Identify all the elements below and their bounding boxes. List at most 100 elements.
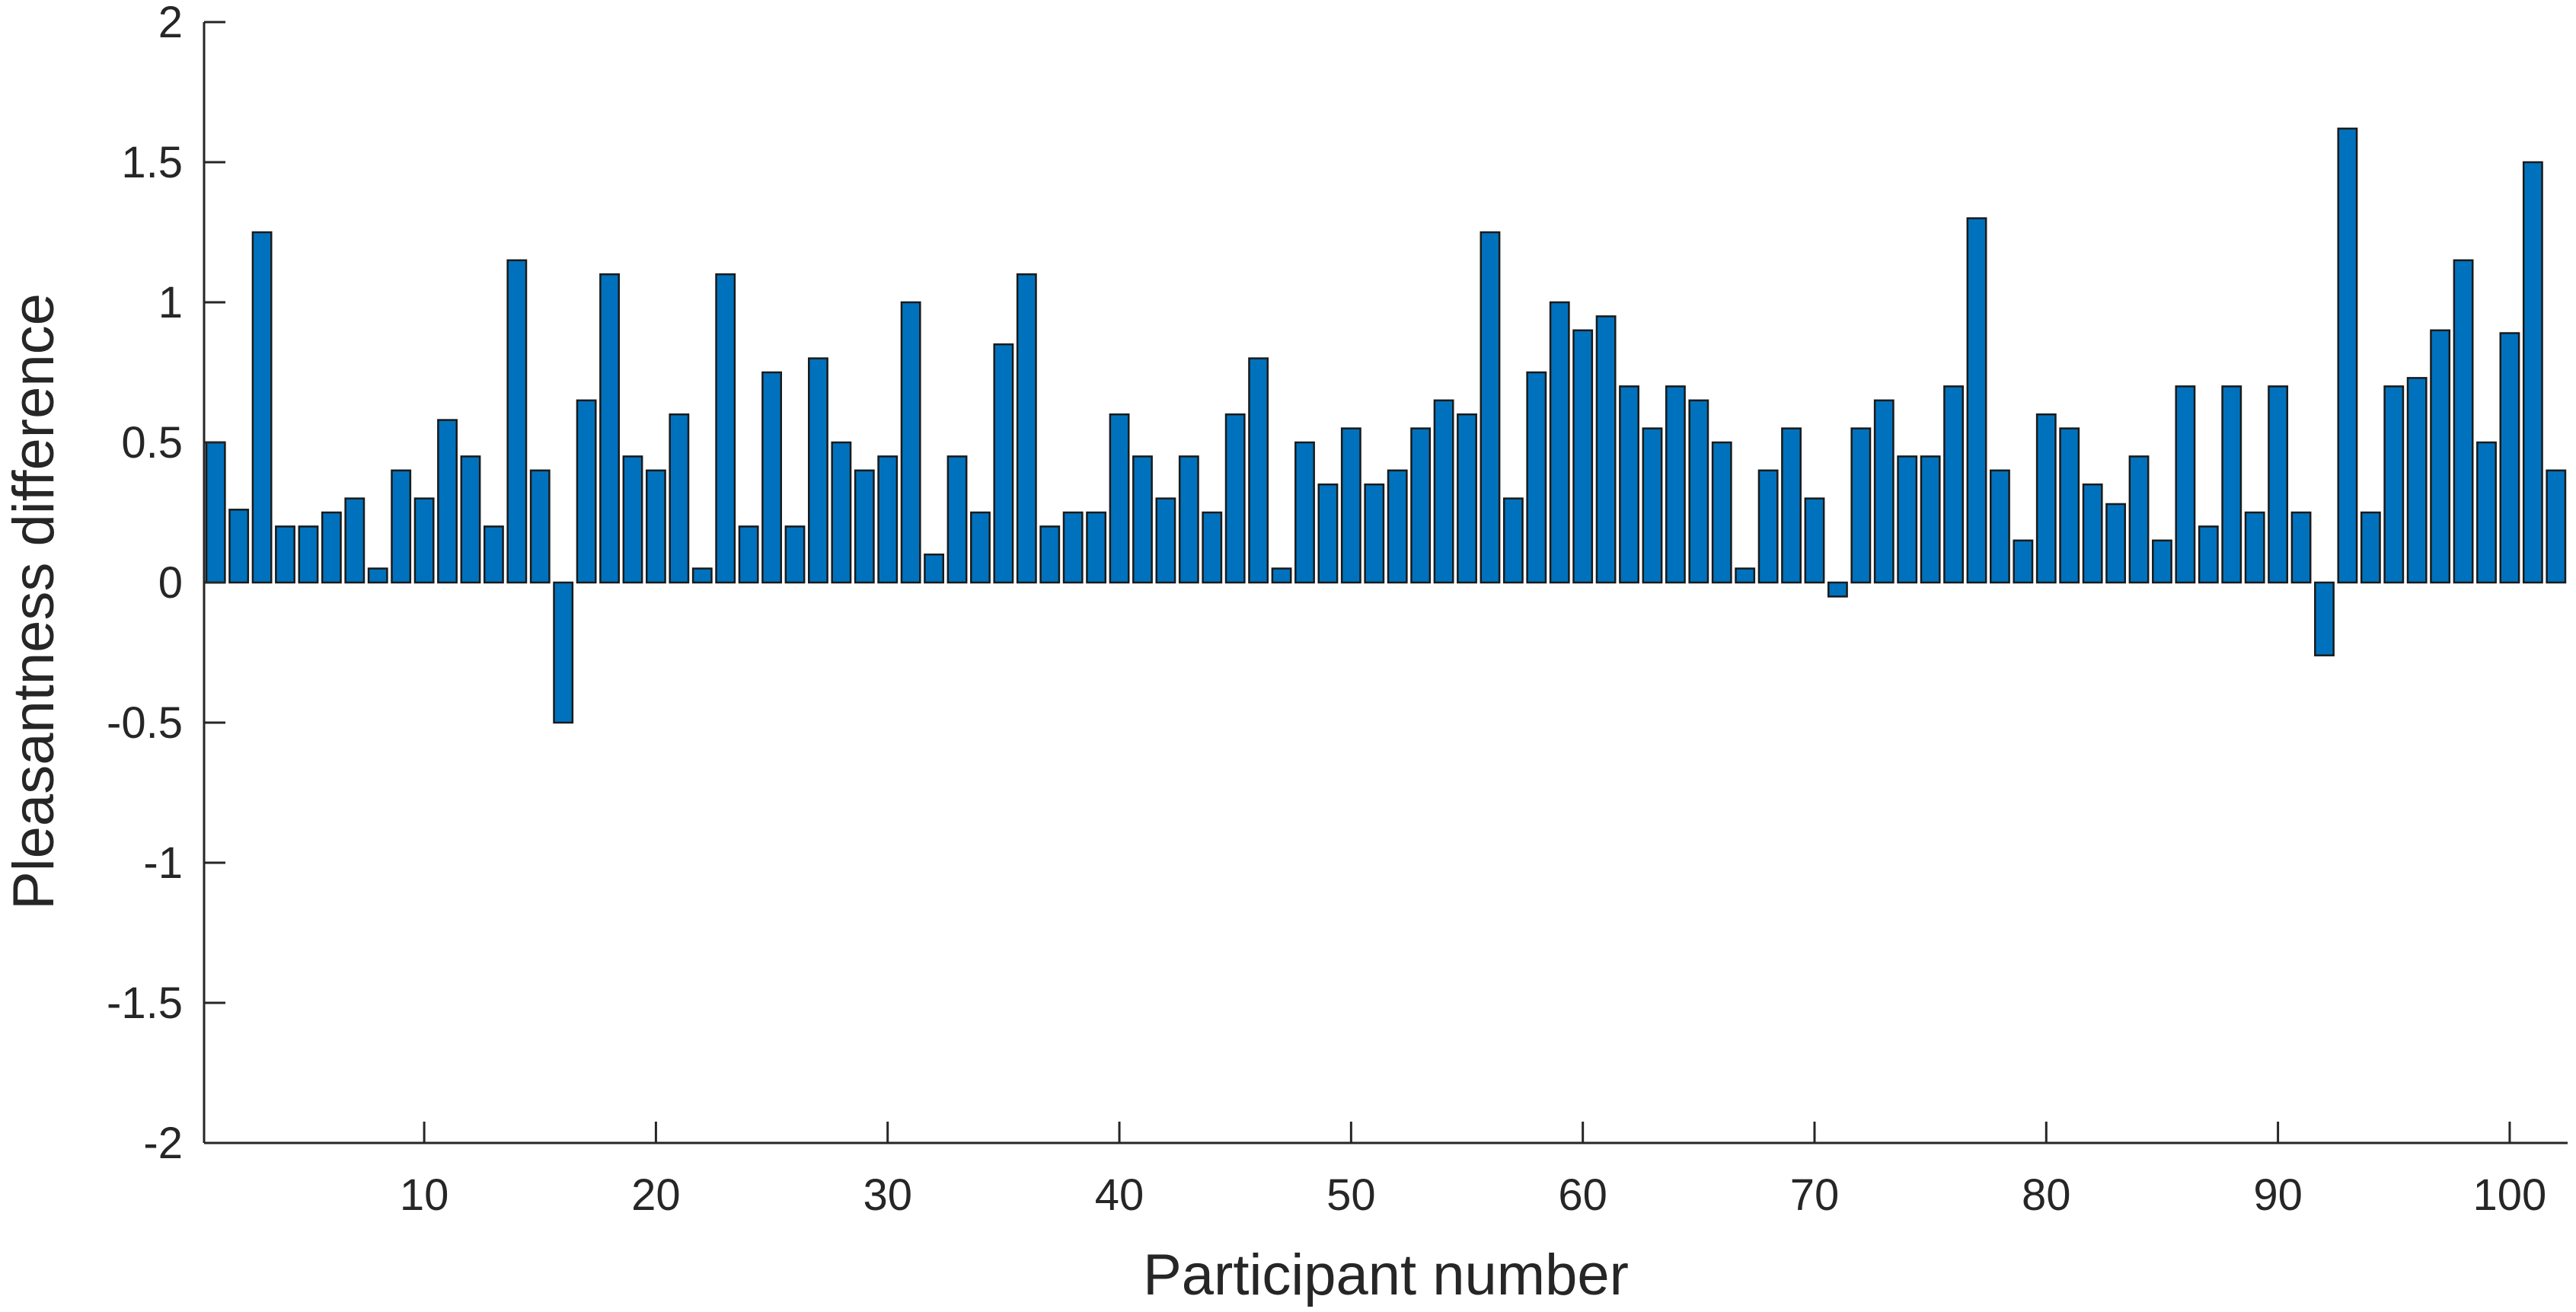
bar-participant-19 [622,455,643,584]
bar-participant-71 [1827,581,1848,598]
bar-participant-41 [1132,455,1153,584]
bar-participant-89 [2244,511,2265,584]
bar-participant-98 [2453,259,2474,584]
bar-participant-13 [483,525,504,584]
bar-participant-80 [2035,413,2057,584]
bar-participant-46 [1248,357,1269,584]
bar-participant-23 [715,273,736,584]
bar-participant-47 [1271,567,1292,584]
x-tick-label: 70 [1790,1170,1840,1220]
y-tick-label: 2 [158,0,183,47]
bar-participant-76 [1943,385,1964,584]
bar-participant-79 [2013,539,2034,584]
bar-participant-96 [2406,377,2428,584]
bar-participant-61 [1595,315,1617,584]
bar-participant-37 [1039,525,1061,584]
bar-participant-90 [2268,385,2289,584]
y-axis-title: Pleasantness difference [2,293,66,910]
bar-participant-6 [321,511,342,584]
y-tick-label: 0 [158,558,183,608]
bar-participant-31 [900,301,921,584]
bar-participant-55 [1457,413,1477,584]
bar-participant-68 [1757,469,1779,584]
bar-participant-62 [1619,385,1639,584]
bar-participant-10 [413,497,435,584]
bar-participant-52 [1387,469,1408,584]
bar-participant-77 [1966,217,1987,584]
bar-participant-34 [970,511,991,584]
y-tick-label: -1 [143,838,183,888]
bar-participant-44 [1202,511,1223,584]
bar-participant-82 [2082,483,2103,584]
x-tick-label: 80 [2022,1170,2071,1220]
bar-participant-87 [2198,525,2219,584]
bar-participant-35 [993,343,1014,584]
bar-participant-86 [2175,385,2196,584]
bar-participant-1 [205,441,226,584]
bar-participant-17 [576,399,597,584]
bar-participant-3 [251,231,273,584]
bar-participant-85 [2152,539,2172,584]
bar-participant-75 [1920,455,1941,584]
tick-labels-group: -2 -1.5 -1 -0.5 0 0.5 1 1.5 2 10 20 30 40 50 60 70 80 90 1… [107,0,2546,1220]
bar-participant-70 [1804,497,1825,584]
bar-participant-66 [1711,441,1732,584]
bar-participant-43 [1178,455,1199,584]
bar-participant-21 [669,413,690,584]
bar-participant-29 [854,469,875,584]
y-tick-label: -2 [143,1119,183,1168]
bar-participant-74 [1897,455,1918,584]
bars-group [205,127,2567,724]
bar-participant-58 [1526,371,1547,584]
bar-participant-40 [1109,413,1130,584]
bar-participant-36 [1016,273,1037,584]
x-tick-label: 90 [2253,1170,2303,1220]
bar-participant-102 [2546,469,2567,584]
x-tick-label: 30 [863,1170,912,1220]
x-tick-label: 40 [1095,1170,1144,1220]
bar-participant-72 [1850,427,1872,584]
bar-participant-39 [1086,511,1107,584]
bar-participant-101 [2522,161,2543,584]
x-tick-label: 100 [2473,1170,2547,1220]
bar-participant-9 [391,469,412,584]
y-tick-label: 1 [158,278,183,327]
bar-participant-51 [1364,483,1385,584]
bar-participant-27 [808,357,828,584]
bar-participant-64 [1665,385,1686,584]
bar-participant-53 [1410,427,1432,584]
bar-participant-38 [1062,511,1084,584]
bar-participant-48 [1294,441,1315,584]
bar-participant-15 [529,469,551,584]
x-tick-label: 60 [1558,1170,1607,1220]
y-tick-label: 1.5 [121,138,183,187]
bar-participant-81 [2059,427,2080,584]
bar-participant-11 [437,419,458,584]
bar-participant-4 [275,525,295,584]
bar-participant-28 [831,441,852,584]
bar-participant-91 [2290,511,2312,584]
axes-group [203,21,2568,1144]
bar-participant-26 [784,525,806,584]
bar-participant-73 [1873,399,1894,584]
bar-participant-97 [2430,329,2451,584]
bar-participant-95 [2383,385,2405,584]
bar-participant-100 [2499,332,2520,584]
bar-participant-67 [1735,567,1756,584]
bar-participant-18 [599,273,620,584]
bar-participant-78 [1990,469,2010,584]
bar-participant-84 [2128,455,2150,584]
bar-participant-69 [1781,427,1802,584]
bar-participant-94 [2360,511,2381,584]
bar-participant-16 [553,581,574,724]
bar-participant-49 [1317,483,1339,584]
y-tick-label: 0.5 [121,418,183,468]
bar-participant-7 [344,497,365,584]
bar-participant-92 [2314,581,2335,656]
bar-participant-32 [924,553,945,584]
bar-participant-63 [1642,427,1663,584]
bar-participant-93 [2337,127,2358,584]
bar-participant-60 [1572,329,1594,584]
y-tick-label: -0.5 [107,698,183,748]
